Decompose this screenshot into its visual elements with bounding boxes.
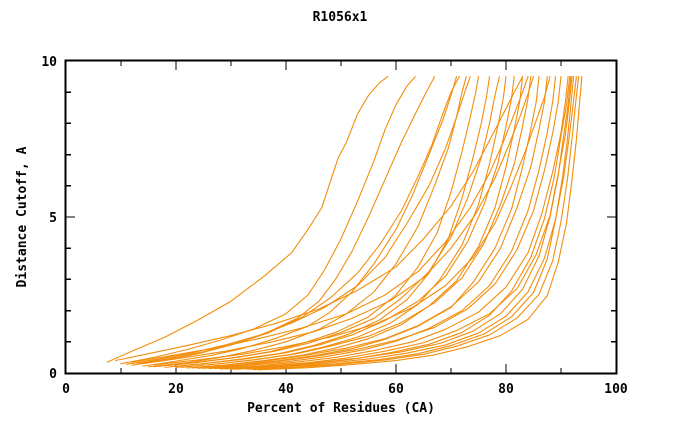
data-curve [120,76,416,365]
chart-title: R1056x1 [312,10,368,25]
plot-frame-rect [64,59,618,375]
y-axis-ticks [66,60,616,374]
data-curve [208,76,557,370]
data-curve [202,76,562,369]
x-tick-label: 80 [498,382,514,397]
x-tick-label: 20 [168,382,184,397]
x-axis-ticks [65,61,617,373]
y-tick-label: 10 [41,55,57,70]
y-axis-tick-labels: 0 5 10 [41,55,57,382]
x-axis-tick-labels: 0 20 40 60 80 100 [62,382,628,397]
data-curve [219,76,573,370]
data-curve [142,76,458,367]
data-curve [169,76,515,368]
data-curve [125,76,471,365]
data-curve [114,76,524,362]
data-curve [158,76,500,367]
data-curve [131,76,529,363]
data-curve [257,76,583,371]
x-tick-label: 100 [604,382,628,397]
data-curve [252,76,580,371]
x-tick-label: 40 [278,382,294,397]
data-curve [235,76,577,370]
data-curves [106,76,583,371]
y-tick-label: 5 [49,211,57,226]
data-curve [213,76,569,370]
x-axis-label: Percent of Residues (CA) [247,401,435,416]
data-curve [191,76,548,369]
plot-frame [64,59,618,375]
data-curve [136,76,460,365]
data-curve [147,76,467,368]
data-curve [142,76,535,365]
data-curve [153,76,551,366]
x-tick-label: 0 [62,382,70,397]
x-tick-label: 60 [388,382,404,397]
y-tick-label: 0 [49,367,57,382]
data-curve [106,76,389,363]
data-curve [246,76,575,370]
y-axis-label: Distance Cutoff, A [15,146,30,287]
data-curve [224,76,572,370]
data-curve [180,76,532,368]
